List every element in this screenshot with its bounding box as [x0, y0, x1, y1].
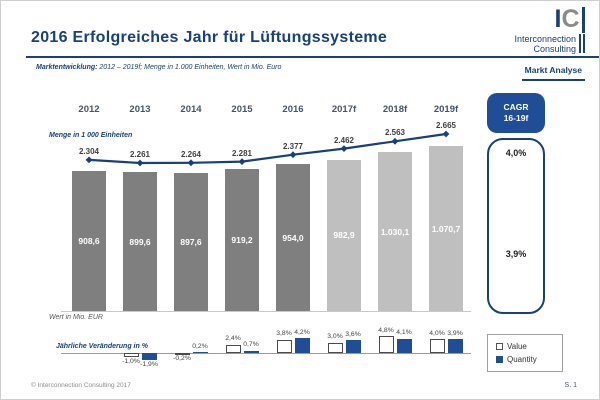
bar-value-label: 897,6	[180, 236, 202, 247]
yoy-quantity-bar-2016	[294, 338, 310, 353]
yoy-value-bar-2017f	[327, 342, 343, 353]
bar-value-label: 1.070,7	[431, 223, 461, 234]
yoy-quantity-bar-2015-label: 0,7%	[243, 341, 259, 349]
year-label-2018f: 2018f	[382, 104, 408, 115]
year-label-2016: 2016	[282, 104, 304, 115]
line-label-2014: 2.264	[180, 149, 202, 159]
cagr-badge: CAGR 16-19f	[487, 93, 545, 133]
year-label-2014: 2014	[180, 104, 202, 115]
yoy-value-bar-2019f	[429, 339, 445, 353]
subtitle-label: Marktentwicklung:	[36, 64, 98, 71]
year-label-2015: 2015	[231, 104, 253, 115]
title-rule	[26, 56, 599, 58]
legend-item-value: Value	[496, 342, 562, 351]
bar-value-label: 982,9	[333, 230, 355, 241]
yoy-quantity-bar-2014-label: 0,2%	[192, 342, 208, 350]
bar-value-label: 899,6	[129, 236, 151, 247]
legend-swatch-quantity-icon	[496, 356, 503, 363]
line-label-2015: 2.281	[231, 148, 253, 158]
yoy-quantity-bar-2018f-label: 4,1%	[396, 329, 412, 337]
year-label-2019f: 2019f	[433, 104, 459, 115]
bar-2015: 919,2	[225, 169, 259, 311]
logo-name-line1: Interconnection	[514, 34, 576, 44]
legend-swatch-value-icon	[496, 343, 503, 350]
logo-name-line2: Consulting	[533, 44, 576, 55]
ic-letter-c: C	[561, 5, 580, 33]
bar-value-label: 1.030,1	[380, 226, 410, 237]
bar-2017f: 982,9	[327, 159, 361, 311]
line-label-2017f: 2.462	[333, 135, 355, 145]
value-axis-label: Wert in Mio. EUR	[49, 314, 103, 321]
yoy-value-bar-2015-label: 2,4%	[225, 335, 241, 343]
yoy-quantity-bar-2017f-label: 3,6%	[345, 330, 361, 338]
interconnection-logo: I C Interconnection Consulting	[514, 7, 585, 55]
yoy-quantity-bar-2019f-label: 3,9%	[447, 329, 463, 337]
footer-copyright: © Interconnection Consulting 2017	[31, 382, 131, 389]
yoy-value-bar-2015	[225, 344, 241, 353]
line-label-2018f: 2.563	[384, 128, 406, 138]
bar-2013: 899,6	[123, 172, 157, 311]
yoy-quantity-bar-2019f	[447, 339, 463, 354]
cagr-quantity-value: 4,0%	[505, 148, 527, 158]
yoy-value-bar-2017f-label: 3,0%	[327, 333, 343, 340]
yoy-value-bar-2013-label: -1,0%	[122, 358, 140, 365]
yoy-quantity-bar-2015	[243, 350, 259, 353]
ic-logo-bar	[581, 7, 585, 33]
logo-bar-icon	[583, 34, 585, 53]
line-label-2012: 2.304	[78, 146, 100, 156]
logo-wordmark: Interconnection Consulting	[514, 34, 585, 55]
yoy-axis-label: Jährliche Veränderung in %	[56, 343, 148, 350]
legend: Value Quantity	[487, 334, 563, 372]
bar-2019f: 1.070,7	[429, 146, 463, 311]
legend-label-quantity: Quantity	[507, 355, 537, 364]
bar-2014: 897,6	[174, 172, 208, 311]
mini-axis-line	[61, 353, 471, 354]
ic-monogram: I C	[514, 7, 585, 33]
yoy-value-bar-2016-label: 3,8%	[276, 330, 292, 338]
footer-page: S. 1	[564, 382, 577, 389]
logo-double-bars	[579, 34, 585, 55]
page-title: 2016 Erfolgreiches Jahr für Lüftungssyst…	[31, 29, 388, 46]
logo-names: Interconnection Consulting	[514, 34, 576, 55]
bar-2018f: 1.030,1	[378, 152, 412, 311]
year-label-2017f: 2017f	[331, 104, 357, 115]
legend-label-value: Value	[507, 342, 527, 351]
yoy-value-bar-2019f-label: 4,0%	[429, 329, 445, 337]
yoy-quantity-bar-2013-label: -1,9%	[140, 361, 158, 369]
line-label-2013: 2.261	[129, 150, 151, 159]
bar-value-label: 954,0	[282, 232, 304, 243]
line-label-2019f: 2.665	[435, 121, 457, 130]
bar-value-label: 919,2	[231, 235, 253, 246]
bar-value-label: 908,6	[78, 236, 100, 246]
yoy-quantity-bar-2018f	[396, 338, 412, 353]
yoy-quantity-bar-2014	[192, 352, 208, 353]
cagr-badge-line1: CAGR	[503, 101, 529, 112]
logo-bar-icon	[579, 34, 581, 53]
year-label-2012: 2012	[78, 104, 100, 115]
bar-2016: 954,0	[276, 164, 310, 311]
yoy-value-bar-2016	[276, 339, 292, 353]
bar-2012: 908,6	[72, 171, 106, 311]
year-label-2013: 2013	[129, 104, 151, 115]
yoy-value-bar-2014	[174, 353, 190, 355]
cagr-box	[487, 138, 545, 314]
cagr-badge-line2: 16-19f	[503, 113, 529, 123]
subtitle: Marktentwicklung: 2012 – 2019f; Menge in…	[36, 64, 281, 71]
line-label-2016: 2.377	[282, 141, 304, 151]
yoy-value-bar-2013	[123, 353, 139, 357]
yoy-quantity-bar-2016-label: 4,2%	[294, 328, 310, 336]
legend-item-quantity: Quantity	[496, 355, 562, 364]
cagr-value-value: 3,9%	[505, 249, 527, 259]
main-axis-line	[61, 311, 471, 312]
subtitle-text: 2012 – 2019f; Menge in 1.000 Einheiten, …	[97, 64, 282, 71]
yoy-value-bar-2018f	[378, 336, 394, 353]
yoy-value-bar-2014-label: -0,2%	[173, 355, 191, 363]
ic-letter-i: I	[554, 5, 562, 33]
yoy-quantity-bar-2013	[141, 353, 157, 360]
tagline: Markt Analyse	[521, 65, 585, 81]
yoy-quantity-bar-2017f	[345, 340, 361, 353]
yoy-value-bar-2018f-label: 4,8%	[378, 326, 394, 334]
